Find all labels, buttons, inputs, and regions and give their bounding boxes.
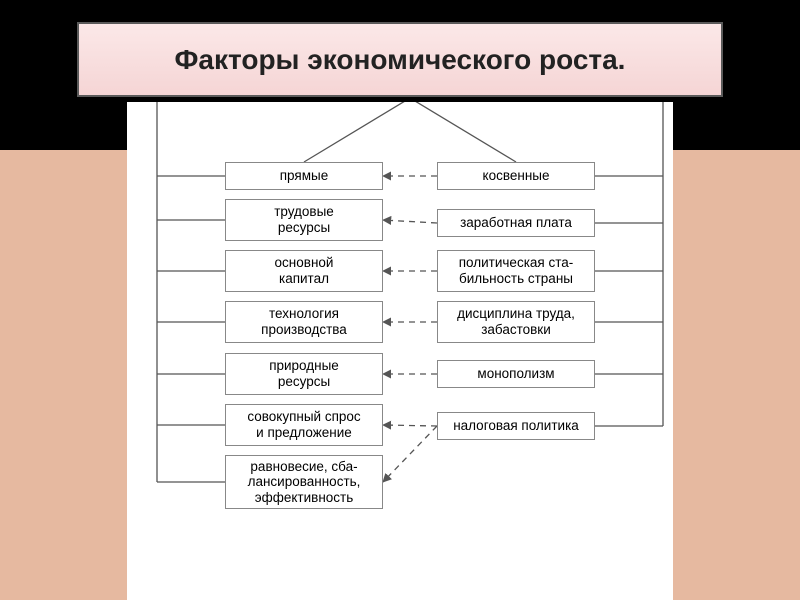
factor-label-r3: политическая ста-бильность страны bbox=[459, 255, 574, 286]
factor-label-r6: налоговая политика bbox=[453, 418, 579, 434]
factor-label-r1: косвенные bbox=[483, 168, 550, 184]
title-box: Факторы экономического роста. bbox=[77, 22, 723, 97]
factor-label-l1: прямые bbox=[280, 168, 328, 184]
diagram-panel: прямые трудовыересурсы основнойкапитал техн… bbox=[127, 102, 673, 600]
factor-label-l6: совокупный спроси предложение bbox=[247, 409, 360, 440]
factor-box-r2: заработная плата bbox=[437, 209, 595, 237]
factor-box-l1: прямые bbox=[225, 162, 383, 190]
factor-label-r4: дисциплина труда,забастовки bbox=[457, 306, 575, 337]
factor-label-r5: монополизм bbox=[477, 366, 554, 382]
factor-box-r3: политическая ста-бильность страны bbox=[437, 250, 595, 292]
page-title: Факторы экономического роста. bbox=[175, 44, 626, 76]
factor-label-l5: природныересурсы bbox=[269, 358, 339, 389]
factor-box-r1: косвенные bbox=[437, 162, 595, 190]
factor-box-l5: природныересурсы bbox=[225, 353, 383, 395]
factor-box-r4: дисциплина труда,забастовки bbox=[437, 301, 595, 343]
factor-box-r5: монополизм bbox=[437, 360, 595, 388]
factor-box-l2: трудовыересурсы bbox=[225, 199, 383, 241]
factor-box-r6: налоговая политика bbox=[437, 412, 595, 440]
factor-label-l4: технологияпроизводства bbox=[261, 306, 347, 337]
factor-box-l4: технологияпроизводства bbox=[225, 301, 383, 343]
factor-label-l3: основнойкапитал bbox=[275, 255, 334, 286]
factor-box-l3: основнойкапитал bbox=[225, 250, 383, 292]
factor-box-l7: равновесие, сба-лансированность,эффектив… bbox=[225, 455, 383, 509]
factor-label-l7: равновесие, сба-лансированность,эффектив… bbox=[248, 459, 361, 506]
factor-label-r2: заработная плата bbox=[460, 215, 572, 231]
factor-label-l2: трудовыересурсы bbox=[274, 204, 334, 235]
factor-box-l6: совокупный спроси предложение bbox=[225, 404, 383, 446]
